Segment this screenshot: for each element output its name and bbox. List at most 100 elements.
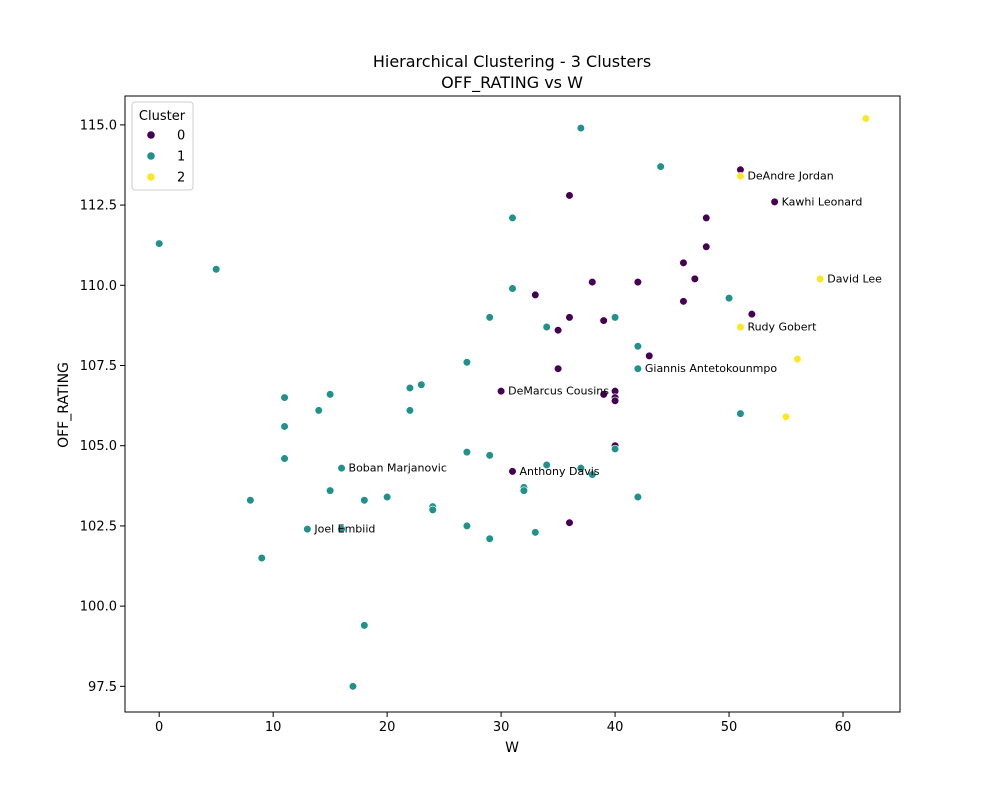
data-point-cluster-0 [599, 316, 608, 325]
plot-frame [124, 95, 901, 713]
data-point-cluster-1 [588, 470, 597, 479]
point-annotation: DeAndre Jordan [747, 170, 833, 183]
data-point-cluster-1 [724, 294, 734, 303]
data-point-cluster-1 [485, 534, 494, 543]
data-point-cluster-1 [383, 492, 392, 502]
data-point-cluster-1 [462, 448, 472, 457]
point-annotation: DeMarcus Cousins [508, 385, 609, 398]
data-point-cluster-1 [337, 525, 346, 534]
data-point-cluster-1 [519, 486, 528, 495]
x-tick-label: 60 [835, 720, 852, 735]
y-tick-label: 112.5 [80, 199, 117, 214]
point-annotation: Kawhi Leonard [782, 195, 863, 208]
data-point-cluster-0 [565, 191, 574, 200]
data-point-cluster-0 [565, 313, 574, 322]
data-point-cluster-1 [314, 406, 323, 415]
data-point-cluster-0 [770, 197, 779, 206]
legend-label-1: 1 [177, 150, 185, 165]
y-tick-label: 97.5 [88, 680, 117, 695]
data-point-cluster-1 [428, 505, 437, 514]
data-point-cluster-1 [485, 451, 494, 460]
legend-marker-2 [147, 173, 155, 181]
point-annotation: Anthony Davis [520, 465, 600, 478]
x-tick-label: 50 [721, 720, 738, 735]
y-tick-label: 110.0 [80, 279, 117, 294]
data-point-cluster-2 [861, 114, 870, 123]
data-point-cluster-1 [405, 383, 415, 393]
x-tick-label: 40 [607, 720, 624, 735]
legend-marker-0 [147, 131, 155, 139]
data-point-cluster-1 [257, 553, 266, 563]
y-axis-label: OFF_RATING [56, 362, 72, 448]
data-point-cluster-1 [576, 464, 585, 473]
data-point-cluster-0 [553, 326, 563, 335]
data-point-cluster-1 [348, 682, 358, 691]
data-point-cluster-2 [816, 274, 825, 283]
data-point-cluster-1 [246, 496, 255, 505]
x-tick-label: 30 [493, 720, 510, 735]
data-point-cluster-1 [610, 313, 620, 322]
y-tick-label: 102.5 [80, 519, 117, 534]
data-point-cluster-1 [462, 358, 472, 367]
data-point-cluster-1 [542, 322, 551, 332]
data-point-cluster-1 [405, 406, 415, 415]
legend: Cluster 0 1 2 [131, 101, 194, 191]
data-point-cluster-1 [360, 621, 369, 630]
data-point-cluster-1 [212, 265, 221, 274]
data-point-cluster-1 [736, 409, 745, 418]
data-point-cluster-1 [633, 364, 642, 373]
x-tick-label: 20 [379, 720, 396, 735]
point-annotation: Joel Embiid [313, 523, 375, 536]
data-point-cluster-0 [747, 310, 756, 319]
point-annotation: David Lee [827, 272, 882, 285]
data-point-cluster-0 [497, 387, 506, 396]
data-point-cluster-1 [280, 393, 289, 402]
data-point-cluster-2 [781, 412, 791, 421]
data-point-cluster-0 [610, 396, 620, 405]
y-tick-label: 115.0 [80, 118, 117, 133]
data-point-cluster-1 [360, 496, 369, 505]
x-tick-label: 0 [155, 720, 163, 735]
data-point-cluster-0 [679, 297, 688, 306]
data-point-cluster-1 [155, 239, 164, 248]
legend-box [131, 101, 194, 191]
data-point-cluster-2 [736, 322, 745, 332]
data-point-cluster-0 [645, 351, 654, 360]
data-point-cluster-1 [485, 313, 494, 322]
x-axis-label: W [505, 740, 519, 756]
data-point-cluster-1 [280, 422, 289, 431]
y-tick-label: 105.0 [80, 439, 117, 454]
point-annotation: Giannis Antetokounmpo [645, 362, 778, 375]
data-point-cluster-0 [531, 290, 540, 300]
data-point-cluster-1 [633, 492, 642, 502]
data-point-cluster-1 [280, 454, 289, 463]
data-point-cluster-1 [326, 486, 335, 495]
data-point-cluster-0 [508, 467, 517, 476]
legend-entries: 0 1 2 [147, 129, 185, 186]
data-point-cluster-1 [576, 123, 585, 133]
data-point-cluster-1 [531, 528, 540, 537]
data-point-cluster-1 [656, 162, 665, 171]
data-point-cluster-0 [588, 277, 597, 287]
data-point-cluster-0 [633, 277, 642, 287]
data-point-cluster-0 [599, 390, 608, 399]
data-point-cluster-2 [736, 172, 745, 181]
data-point-cluster-1 [337, 464, 346, 473]
data-point-cluster-0 [702, 213, 711, 223]
data-point-cluster-0 [702, 242, 711, 251]
data-point-cluster-1 [462, 521, 472, 531]
legend-marker-1 [147, 152, 155, 160]
data-point-cluster-0 [553, 364, 563, 373]
data-point-cluster-0 [679, 258, 688, 267]
data-point-cluster-0 [690, 274, 699, 283]
data-point-cluster-1 [303, 525, 312, 534]
plot-area: 0 10 20 30 40 50 6097.5100.0102.5105.0107.5110… [80, 95, 901, 735]
point-annotation: Rudy Gobert [747, 321, 817, 334]
data-point-cluster-1 [508, 284, 517, 293]
chart-title: Hierarchical Clustering - 3 Clusters [373, 52, 651, 71]
data-point-cluster-1 [417, 380, 426, 389]
chart-subtitle: OFF_RATING vs W [441, 73, 583, 93]
x-tick-label: 10 [265, 720, 282, 735]
legend-label-2: 2 [177, 171, 185, 186]
